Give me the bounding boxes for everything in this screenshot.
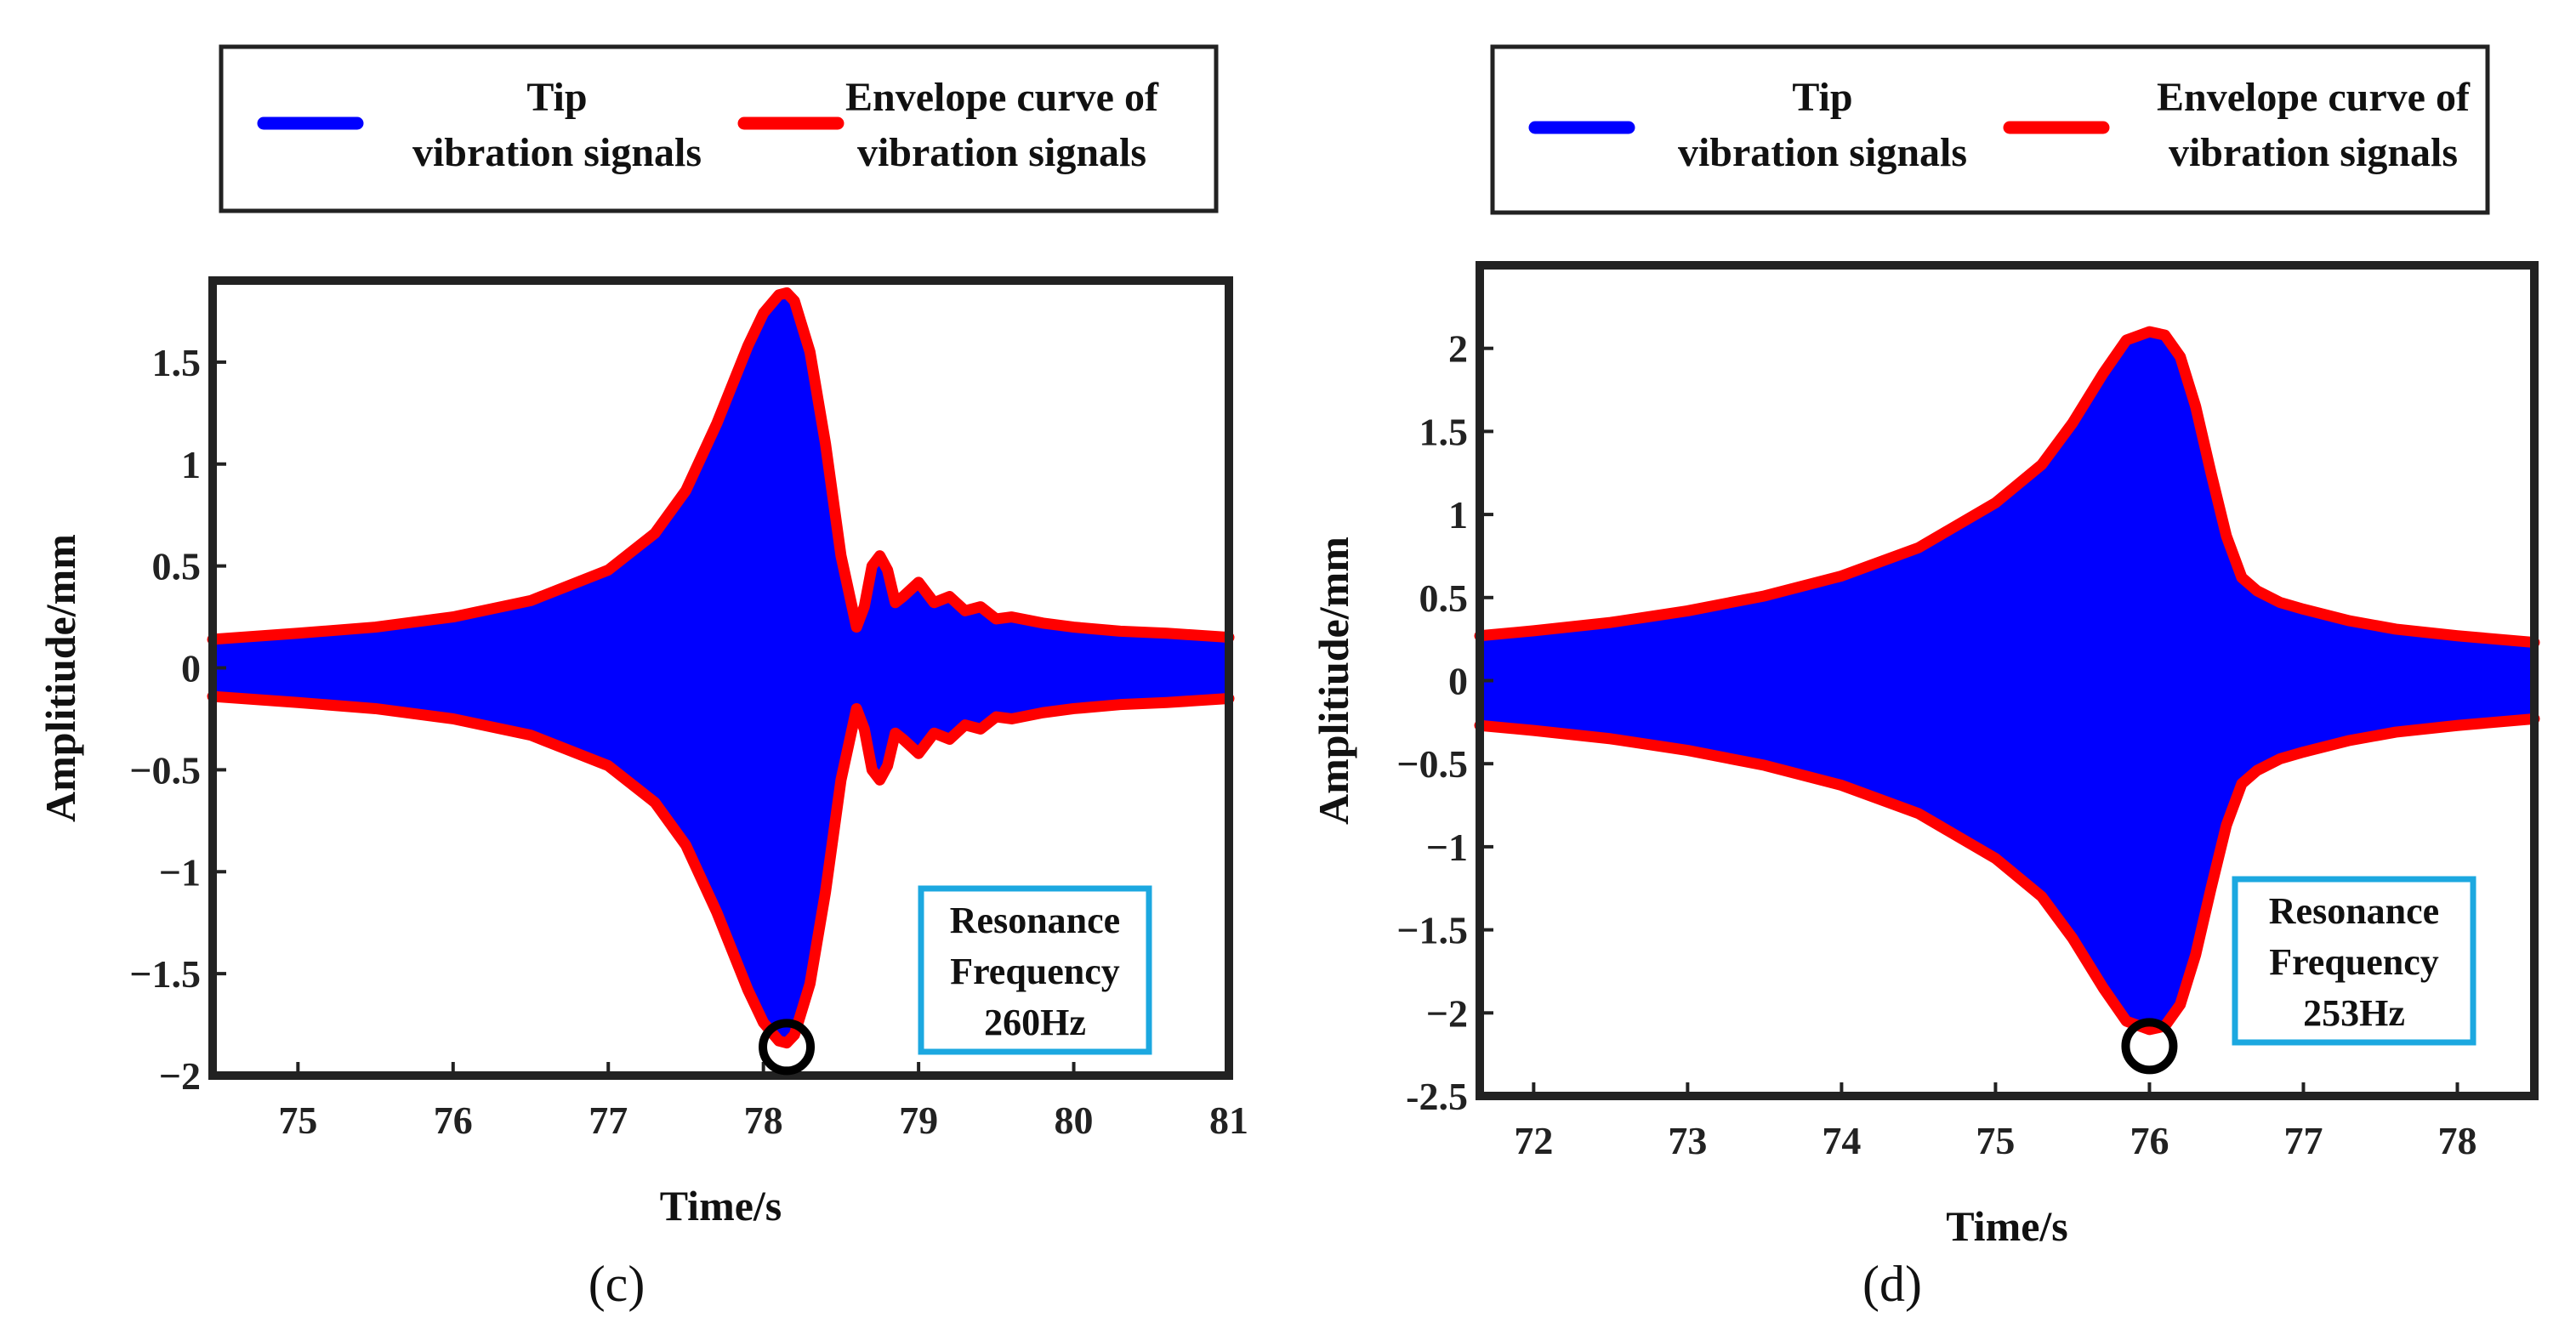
x-tick-label: 76 <box>2130 1119 2169 1162</box>
x-tick-label: 76 <box>434 1099 473 1142</box>
y-tick-label: −0.5 <box>129 748 201 792</box>
annotation-text: Frequency <box>950 951 1120 992</box>
panel-label: (c) <box>589 1256 645 1312</box>
y-tick-label: 1.5 <box>1419 410 1469 453</box>
chart-panel-c: Tip vibration signals Envelope curve of vib… <box>37 44 1248 1312</box>
legend-box <box>219 44 1219 213</box>
y-tick-label: −1.5 <box>129 952 201 996</box>
y-tick-label: -2.5 <box>1406 1075 1468 1118</box>
x-tick-label: 80 <box>1055 1099 1094 1142</box>
legend-box <box>1490 44 2490 215</box>
y-axis-label: Amplitiude/mm <box>37 534 84 822</box>
signal-fill <box>1480 332 2534 1030</box>
signal-fill <box>213 292 1229 1043</box>
y-tick-label: 1 <box>1448 493 1468 537</box>
x-axis-label: Time/s <box>1946 1202 2068 1250</box>
y-tick-label: −1 <box>1426 826 1468 869</box>
chart-panel-d: Tip vibration signals Envelope curve of vib… <box>1310 44 2540 1312</box>
annotation-box <box>918 885 1152 1055</box>
legend-label-signal: Tip <box>1792 75 1852 120</box>
annotation-text: 253Hz <box>2303 992 2405 1034</box>
x-tick-label: 78 <box>2437 1119 2476 1162</box>
y-tick-label: −1 <box>159 850 201 894</box>
y-tick-label: 1.5 <box>152 341 202 384</box>
resonance-marker <box>2121 1018 2178 1075</box>
annotation-text: Resonance <box>950 900 1120 941</box>
x-tick-label: 72 <box>1514 1119 1553 1162</box>
y-tick-label: 2 <box>1448 327 1468 371</box>
y-tick-label: −2 <box>159 1054 201 1098</box>
y-tick-label: −1.5 <box>1396 909 1468 952</box>
x-tick-label: 77 <box>2283 1119 2323 1162</box>
annotation-text: Frequency <box>2269 941 2439 983</box>
envelope-upper <box>207 287 1235 645</box>
y-tick-label: 0.5 <box>1419 576 1469 620</box>
y-tick-label: −2 <box>1426 991 1468 1035</box>
legend-label-envelope: vibration signals <box>857 130 1146 175</box>
annotation-box <box>2232 876 2476 1046</box>
x-axis-label: Time/s <box>660 1182 782 1229</box>
x-tick-label: 79 <box>899 1099 938 1142</box>
x-tick-label: 75 <box>1976 1119 2015 1162</box>
legend-label-signal: vibration signals <box>1678 130 1967 175</box>
envelope-lower <box>207 690 1235 1049</box>
legend-label-envelope: Envelope curve of <box>2157 75 2471 120</box>
x-tick-label: 81 <box>1209 1099 1248 1142</box>
x-tick-label: 74 <box>1822 1119 1861 1162</box>
annotation-text: Resonance <box>2269 890 2439 932</box>
x-tick-label: 73 <box>1668 1119 1707 1162</box>
plot-frame <box>208 276 1233 1080</box>
x-tick-label: 75 <box>278 1099 317 1142</box>
panel-label: (d) <box>1862 1256 1922 1312</box>
annotation-text: 260Hz <box>984 1002 1086 1043</box>
resonance-marker <box>759 1019 816 1076</box>
legend-label-signal: vibration signals <box>412 130 702 175</box>
legend-label-envelope: Envelope curve of <box>845 75 1159 120</box>
legend-label-envelope: vibration signals <box>2169 130 2458 175</box>
x-tick-label: 77 <box>589 1099 628 1142</box>
legend-label-signal: Tip <box>526 75 587 120</box>
x-tick-label: 78 <box>744 1099 783 1142</box>
envelope-upper <box>1474 326 2540 649</box>
y-tick-label: 1 <box>181 443 201 486</box>
y-tick-label: −0.5 <box>1396 742 1468 786</box>
y-tick-label: 0 <box>1448 660 1468 703</box>
y-tick-label: 0.5 <box>152 545 202 588</box>
y-tick-label: 0 <box>181 647 201 690</box>
y-axis-label: Amplitiude/mm <box>1310 537 1357 825</box>
